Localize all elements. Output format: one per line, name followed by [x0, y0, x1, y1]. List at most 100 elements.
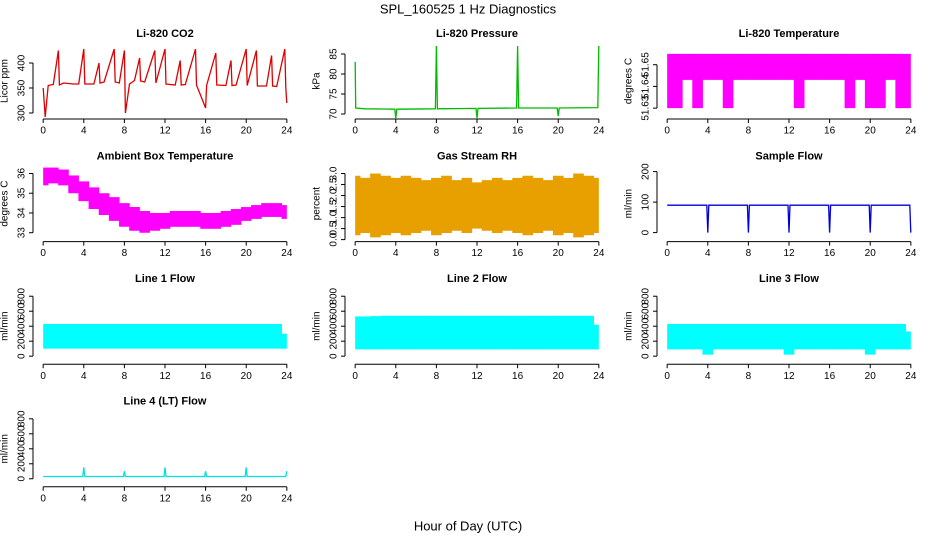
x-tick-label: 4	[81, 493, 87, 504]
x-tick-label: 8	[746, 371, 752, 382]
data-line	[43, 467, 288, 478]
panel-title: Gas Stream RH	[437, 151, 517, 163]
y-tick-label: 400	[17, 54, 28, 71]
x-tick-label: 24	[281, 493, 293, 504]
x-tick-label: 20	[553, 371, 565, 382]
y-tick-label: 200	[641, 163, 652, 180]
y-tick-label: 800	[17, 287, 28, 304]
y-tick-label: 300	[17, 104, 28, 121]
x-tick-label: 16	[824, 248, 836, 259]
y-tick-label: 51.63	[641, 95, 652, 120]
y-tick-label: 200	[641, 332, 652, 349]
x-tick-label: 24	[593, 371, 605, 382]
y-axis-label: ml/min	[0, 311, 11, 340]
x-tick-label: 24	[593, 126, 605, 137]
x-tick-label: 20	[865, 248, 877, 259]
y-tick-label: 0	[329, 353, 340, 359]
panel-title: Li-820 CO2	[136, 28, 193, 40]
x-tick-label: 16	[200, 126, 212, 137]
y-tick-label: 600	[17, 425, 28, 442]
x-tick-label: 0	[352, 371, 358, 382]
y-tick-label: 400	[329, 317, 340, 334]
x-tick-label: 0	[40, 248, 46, 259]
y-tick-label: 0	[17, 476, 28, 482]
x-tick-label: 4	[393, 126, 399, 137]
panel-title: Ambient Box Temperature	[97, 151, 234, 163]
panel-title: Line 1 Flow	[135, 273, 195, 285]
x-tick-label: 24	[905, 248, 917, 259]
panel-title: Li-820 Temperature	[739, 28, 840, 40]
x-tick-label: 24	[905, 371, 917, 382]
x-tick-label: 12	[159, 493, 171, 504]
y-tick-label: 2.0	[329, 188, 340, 202]
x-tick-label: 0	[40, 126, 46, 137]
y-tick-label: 0	[641, 229, 652, 235]
y-tick-label: 1.5	[329, 199, 340, 213]
y-tick-label: 600	[17, 302, 28, 319]
y-tick-label: 85	[329, 48, 340, 60]
y-tick-label: 200	[17, 455, 28, 472]
y-tick-label: 3.0	[329, 166, 340, 180]
y-tick-label: 51.65	[641, 52, 652, 77]
y-tick-label: 800	[641, 287, 652, 304]
panel-title: Line 4 (LT) Flow	[124, 396, 207, 408]
y-tick-label: 0	[641, 353, 652, 359]
y-axis-label: degrees C	[624, 58, 635, 104]
x-tick-label: 24	[905, 126, 917, 137]
x-tick-label: 8	[122, 493, 128, 504]
panel-title: Sample Flow	[755, 151, 823, 163]
x-tick-label: 24	[281, 371, 293, 382]
x-tick-label: 8	[122, 371, 128, 382]
x-tick-label: 12	[159, 126, 171, 137]
x-tick-label: 12	[159, 371, 171, 382]
y-axis-label: degrees C	[0, 181, 11, 227]
x-tick-label: 20	[241, 248, 253, 259]
data-line	[354, 45, 600, 119]
y-tick-label: 36	[17, 167, 28, 179]
x-tick-label: 12	[783, 248, 795, 259]
data-line	[42, 48, 288, 118]
x-tick-label: 0	[352, 126, 358, 137]
x-axis-label: Hour of Day (UTC)	[414, 518, 522, 533]
y-tick-label: 33	[17, 227, 28, 239]
y-tick-label: 200	[17, 332, 28, 349]
y-axis-label: ml/min	[0, 434, 11, 463]
x-tick-label: 12	[783, 126, 795, 137]
panel-title: Line 3 Flow	[759, 273, 819, 285]
x-tick-label: 20	[241, 126, 253, 137]
x-tick-label: 8	[434, 371, 440, 382]
x-tick-label: 4	[705, 248, 711, 259]
x-tick-label: 20	[241, 371, 253, 382]
data-line	[667, 204, 912, 233]
figure-title: SPL_160525 1 Hz Diagnostics	[380, 1, 557, 16]
x-tick-label: 4	[81, 371, 87, 382]
y-tick-label: 75	[329, 88, 340, 100]
x-tick-label: 24	[281, 248, 293, 259]
x-tick-label: 24	[281, 126, 293, 137]
x-tick-label: 16	[824, 126, 836, 137]
y-tick-label: 350	[17, 79, 28, 96]
y-axis-label: Licor ppm	[0, 59, 11, 103]
x-tick-label: 0	[40, 371, 46, 382]
x-tick-label: 20	[241, 493, 253, 504]
x-tick-label: 0	[352, 248, 358, 259]
x-tick-label: 16	[512, 126, 524, 137]
x-tick-label: 12	[159, 248, 171, 259]
y-axis-label: kPa	[312, 72, 323, 90]
y-tick-label: 400	[17, 317, 28, 334]
x-tick-label: 16	[512, 371, 524, 382]
panel-title: Li-820 Pressure	[436, 28, 518, 40]
x-tick-label: 8	[122, 248, 128, 259]
x-tick-label: 20	[865, 126, 877, 137]
y-tick-label: 0.5	[329, 221, 340, 235]
y-tick-label: 200	[329, 332, 340, 349]
y-tick-label: 0.0	[329, 232, 340, 246]
y-tick-label: 100	[641, 193, 652, 210]
x-tick-label: 16	[200, 248, 212, 259]
x-tick-label: 4	[705, 371, 711, 382]
x-tick-label: 4	[393, 248, 399, 259]
y-tick-label: 34	[17, 207, 28, 219]
x-tick-label: 4	[393, 371, 399, 382]
panel-title: Line 2 Flow	[447, 273, 507, 285]
